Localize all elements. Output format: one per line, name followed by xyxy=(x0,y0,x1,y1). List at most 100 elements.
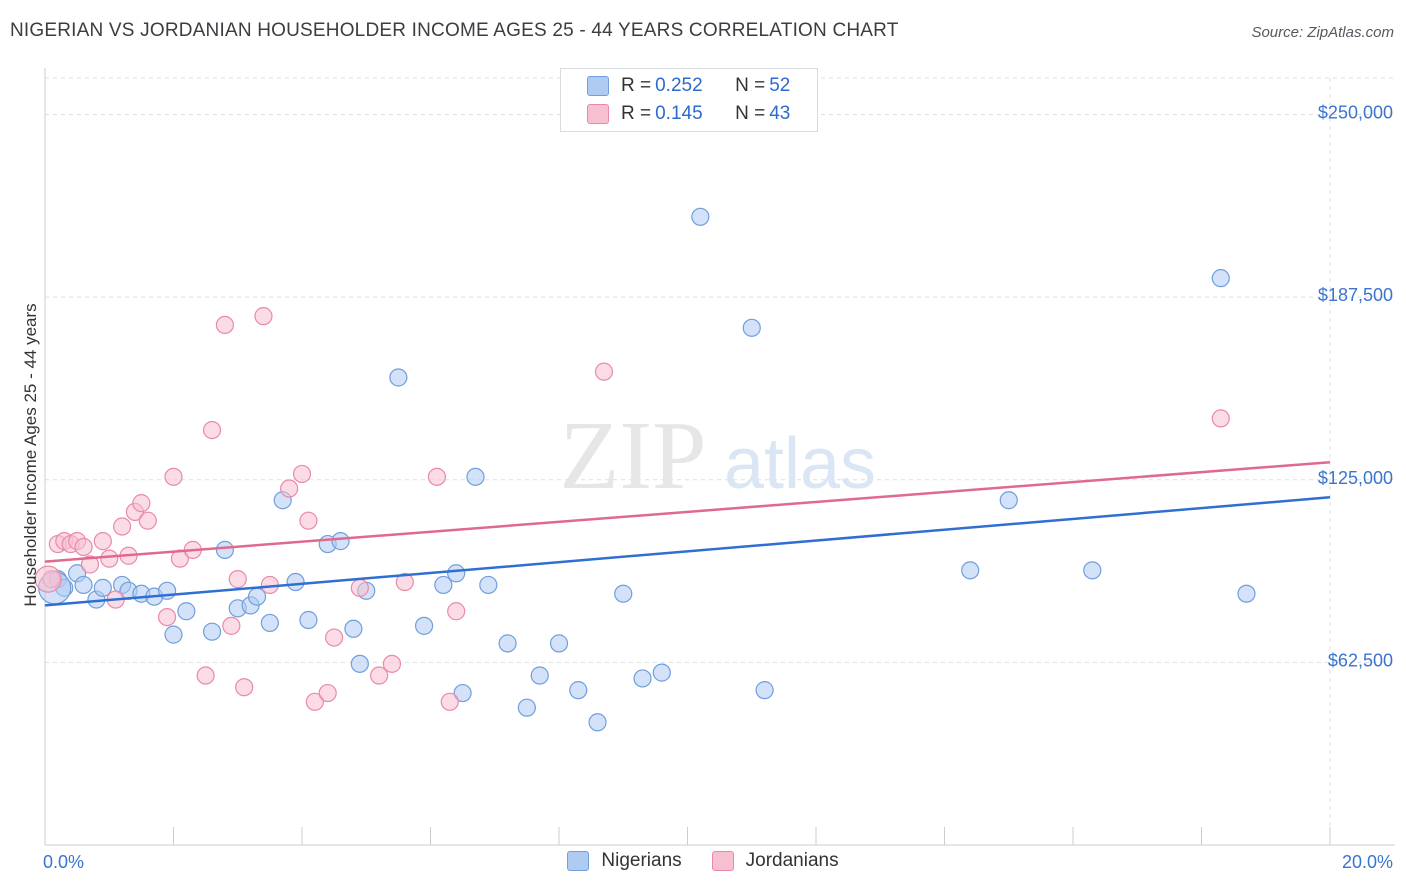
jordanian-point xyxy=(235,678,254,697)
nigerian-point xyxy=(549,634,569,653)
nigerian-point xyxy=(530,666,549,685)
nigerian-point xyxy=(177,602,196,621)
nigerian-point xyxy=(999,491,1018,510)
chart-title: NIGERIAN VS JORDANIAN HOUSEHOLDER INCOME… xyxy=(10,20,899,41)
jordanians-points xyxy=(34,307,1230,711)
axes xyxy=(44,68,1395,846)
y-tick-label: $125,000 xyxy=(1318,468,1393,488)
nigerian-point xyxy=(961,561,980,580)
legend-label-nigerians: Nigerians xyxy=(601,850,682,871)
nigerian-point xyxy=(1211,269,1230,288)
bottom-legend: Nigerians Jordanians xyxy=(0,850,1406,872)
jordanian-point xyxy=(299,511,318,530)
nigerian-point xyxy=(344,619,363,638)
legend-n-value: 52 xyxy=(769,75,791,96)
trend-lines xyxy=(44,460,1331,607)
nigerian-point xyxy=(479,575,498,595)
nigerian-point xyxy=(466,467,485,486)
watermark-zip: ZIP xyxy=(560,402,707,510)
jordanian-point xyxy=(427,467,447,486)
grid-lines xyxy=(45,77,1395,845)
legend-n-label: N = xyxy=(735,75,766,96)
legend-label-jordanians: Jordanians xyxy=(745,850,839,871)
jordanian-point xyxy=(100,549,119,568)
jordanian-point xyxy=(196,666,215,685)
x-tick-label: 0.0% xyxy=(43,852,84,872)
nigerian-point xyxy=(389,368,408,387)
y-axis-label: Householder Income Ages 25 - 44 years xyxy=(21,303,40,606)
watermark-atlas: atlas xyxy=(724,424,876,504)
jordanian-point xyxy=(157,607,177,627)
legend-swatch-pink xyxy=(711,851,734,871)
jordanian-point xyxy=(305,692,324,711)
nigerian-point xyxy=(414,616,434,635)
nigerian-point xyxy=(755,681,774,700)
nigerians-trend-line xyxy=(44,496,1331,607)
tick-labels: $62,500 $125,000 $187,500 $250,000 0.0% 20.0% xyxy=(43,103,1393,872)
legend-r-value: 0.252 xyxy=(655,75,703,96)
y-tick-label: $250,000 xyxy=(1318,103,1393,123)
jordanian-point xyxy=(280,479,299,498)
nigerian-point xyxy=(652,663,671,682)
legend-n-label: N = xyxy=(735,103,766,124)
jordanian-point xyxy=(202,420,222,440)
nigerian-point xyxy=(215,540,234,559)
nigerian-point xyxy=(331,532,350,551)
x-tick-label: 20.0% xyxy=(1342,852,1393,872)
legend-row-nigerians: R = 0.252 N = 52 xyxy=(587,73,790,99)
jordanian-point xyxy=(80,555,100,574)
legend-swatch-blue xyxy=(587,76,609,96)
jordanian-point xyxy=(370,666,389,685)
jordanian-point xyxy=(447,602,466,621)
nigerian-point xyxy=(588,713,607,732)
legend-r-value: 0.145 xyxy=(655,103,703,124)
nigerian-point xyxy=(517,698,536,717)
jordanian-point xyxy=(215,315,234,335)
legend-r-label: R = xyxy=(621,75,652,96)
legend-row-jordanians: R = 0.145 N = 43 xyxy=(587,101,790,127)
nigerian-point xyxy=(447,564,466,583)
nigerian-point xyxy=(74,575,93,595)
legend-r-label: R = xyxy=(621,103,652,124)
nigerian-point xyxy=(1083,561,1102,580)
nigerian-point xyxy=(614,584,633,603)
nigerian-point xyxy=(434,575,453,595)
watermark: ZIP atlas xyxy=(560,402,877,510)
legend-item-nigerians[interactable]: Nigerians xyxy=(567,850,682,872)
nigerian-point xyxy=(286,572,305,592)
nigerian-point xyxy=(498,634,517,653)
jordanian-point xyxy=(164,467,183,486)
jordanian-point xyxy=(1211,409,1230,428)
legend-swatch-pink xyxy=(587,104,609,124)
legend-swatch-blue xyxy=(567,851,590,871)
nigerians-points xyxy=(38,207,1256,732)
legend-item-jordanians[interactable]: Jordanians xyxy=(711,850,839,872)
jordanian-point xyxy=(228,570,247,589)
jordanian-point xyxy=(292,464,312,484)
jordanian-point xyxy=(440,692,459,711)
jordanian-point xyxy=(138,511,157,530)
nigerian-point xyxy=(742,318,761,337)
nigerian-point xyxy=(299,610,318,630)
jordanian-point xyxy=(93,532,112,551)
jordanian-point xyxy=(382,654,402,673)
jordanian-point xyxy=(350,578,369,597)
jordanian-point xyxy=(222,616,241,635)
nigerian-point xyxy=(164,625,183,644)
y-tick-label: $187,500 xyxy=(1318,285,1393,305)
nigerian-point xyxy=(260,613,279,633)
jordanian-cluster-point xyxy=(34,565,62,593)
jordanian-point xyxy=(132,494,151,513)
jordanian-point xyxy=(395,572,414,592)
nigerian-point xyxy=(453,683,472,703)
jordanian-point xyxy=(254,307,273,326)
legend-n-value: 43 xyxy=(769,103,791,124)
jordanian-point xyxy=(112,517,132,536)
nigerian-point xyxy=(202,622,222,641)
nigerian-point xyxy=(1237,584,1256,603)
source-credit: Source: ZipAtlas.com xyxy=(1251,24,1394,41)
nigerian-point xyxy=(350,654,369,673)
nigerian-point xyxy=(569,681,588,700)
jordanians-trend-line xyxy=(44,460,1331,563)
